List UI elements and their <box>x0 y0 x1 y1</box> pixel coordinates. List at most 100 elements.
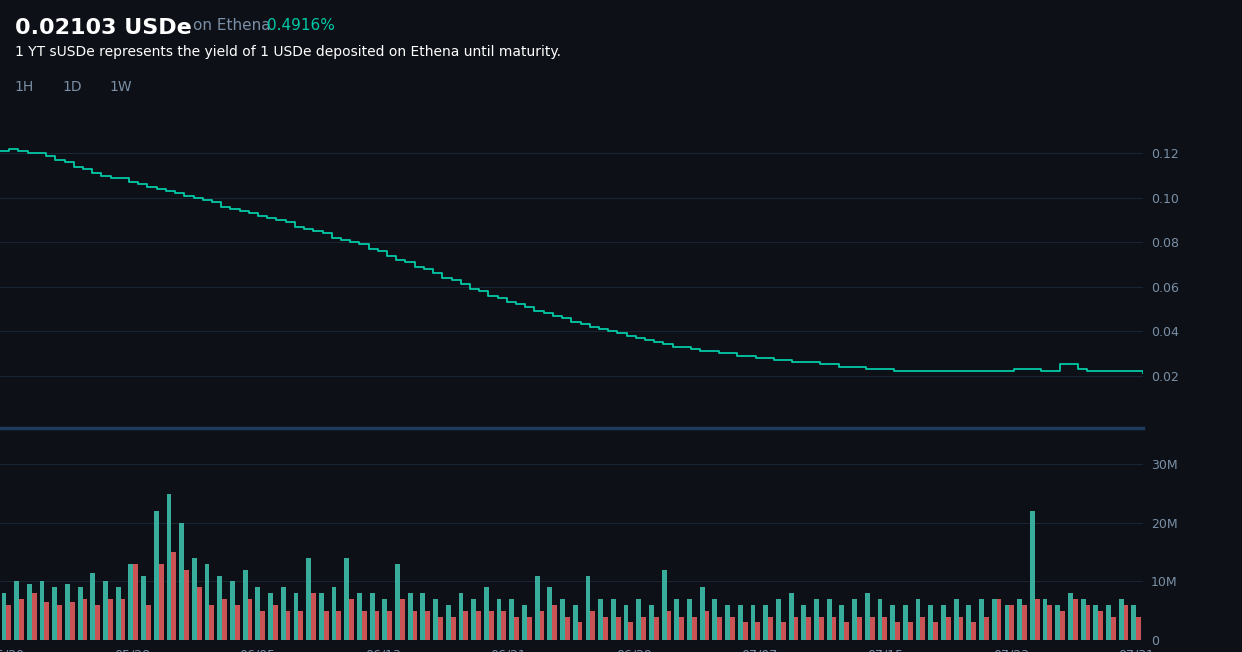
Bar <box>388 611 392 640</box>
Bar <box>310 593 315 640</box>
Bar <box>818 617 823 640</box>
Bar <box>179 523 184 640</box>
Bar <box>794 617 799 640</box>
Bar <box>217 576 222 640</box>
Bar <box>395 564 400 640</box>
Bar <box>375 611 379 640</box>
Bar <box>142 576 147 640</box>
Bar <box>458 593 463 640</box>
Bar <box>674 599 679 640</box>
Bar <box>527 617 532 640</box>
Bar <box>235 605 240 640</box>
Bar <box>806 617 811 640</box>
Bar <box>1086 605 1090 640</box>
Bar <box>247 599 252 640</box>
Bar <box>590 611 595 640</box>
Bar <box>743 623 748 640</box>
Bar <box>370 593 375 640</box>
Bar <box>738 605 743 640</box>
Bar <box>730 617 735 640</box>
Bar <box>171 552 176 640</box>
Bar <box>611 599 616 640</box>
Bar <box>128 564 133 640</box>
Bar <box>882 617 887 640</box>
Bar <box>286 611 291 640</box>
Text: 1D: 1D <box>62 80 82 94</box>
Bar <box>147 605 150 640</box>
Bar <box>1098 611 1103 640</box>
Bar <box>222 599 227 640</box>
Bar <box>103 582 108 640</box>
Bar <box>514 617 519 640</box>
Bar <box>845 623 850 640</box>
Bar <box>57 605 62 640</box>
Bar <box>70 602 75 640</box>
Bar <box>383 599 388 640</box>
Bar <box>451 617 456 640</box>
Bar <box>205 564 210 640</box>
Bar <box>19 599 24 640</box>
Bar <box>1030 511 1035 640</box>
Bar <box>704 611 709 640</box>
Bar <box>650 605 653 640</box>
Bar <box>1093 605 1098 640</box>
Bar <box>446 605 451 640</box>
Bar <box>293 593 298 640</box>
Bar <box>653 617 658 640</box>
Bar <box>230 582 235 640</box>
Bar <box>1068 593 1073 640</box>
Bar <box>966 605 971 640</box>
Bar <box>895 623 900 640</box>
Text: 0.4916%: 0.4916% <box>267 18 335 33</box>
Bar <box>941 605 946 640</box>
Bar <box>1047 605 1052 640</box>
Bar <box>1056 605 1061 640</box>
Bar <box>425 611 430 640</box>
Bar <box>438 617 443 640</box>
Bar <box>750 605 755 640</box>
Bar <box>463 611 468 640</box>
Bar <box>768 617 773 640</box>
Bar <box>273 605 278 640</box>
Bar <box>946 617 950 640</box>
Bar <box>40 582 45 640</box>
Bar <box>82 599 87 640</box>
Bar <box>713 599 718 640</box>
Text: on Ethena: on Ethena <box>193 18 271 33</box>
Bar <box>915 599 920 640</box>
Bar <box>1073 599 1078 640</box>
Bar <box>692 617 697 640</box>
Bar <box>585 576 590 640</box>
Bar <box>361 611 366 640</box>
Bar <box>133 564 138 640</box>
Bar <box>636 599 641 640</box>
Bar <box>979 599 984 640</box>
Bar <box>502 611 507 640</box>
Bar <box>667 611 672 640</box>
Bar <box>959 617 964 640</box>
Bar <box>776 599 781 640</box>
Bar <box>14 582 19 640</box>
Bar <box>755 623 760 640</box>
Bar <box>1136 617 1141 640</box>
Bar <box>852 599 857 640</box>
Bar <box>864 593 869 640</box>
Bar <box>878 599 882 640</box>
Bar <box>725 605 730 640</box>
Bar <box>971 623 976 640</box>
Bar <box>954 599 959 640</box>
Bar <box>553 605 558 640</box>
Bar <box>116 587 120 640</box>
Bar <box>332 587 337 640</box>
Bar <box>433 599 438 640</box>
Bar <box>891 605 895 640</box>
Bar <box>154 511 159 640</box>
Bar <box>120 599 125 640</box>
Bar <box>412 611 417 640</box>
Bar <box>781 623 786 640</box>
Bar <box>573 605 578 640</box>
Bar <box>832 617 836 640</box>
Bar <box>1010 605 1015 640</box>
Bar <box>996 599 1001 640</box>
Bar <box>489 611 493 640</box>
